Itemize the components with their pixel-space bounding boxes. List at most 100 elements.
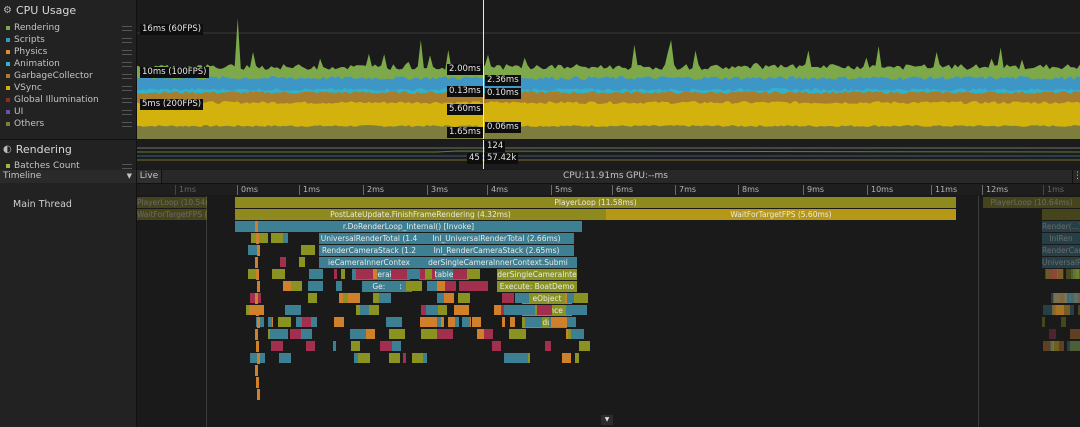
flame-sample[interactable] xyxy=(360,305,372,315)
flame-sample[interactable] xyxy=(1061,317,1066,327)
flame-sample[interactable] xyxy=(476,281,488,291)
flame-sample[interactable] xyxy=(428,317,444,327)
flame-sample[interactable] xyxy=(1070,329,1080,339)
flame-sample[interactable] xyxy=(1074,293,1080,303)
flame-sample[interactable] xyxy=(333,341,336,351)
flame-sample[interactable] xyxy=(1054,293,1067,303)
flame-sample[interactable] xyxy=(513,353,528,363)
flame-sample[interactable] xyxy=(255,293,258,304)
flame-sample[interactable] xyxy=(352,329,368,339)
flame-sample[interactable] xyxy=(1071,269,1079,279)
flame-sample[interactable] xyxy=(308,293,317,303)
flame-sample[interactable] xyxy=(421,329,437,339)
flame-sample[interactable] xyxy=(1064,293,1076,303)
flame-sample[interactable] xyxy=(1042,209,1080,220)
flame-sample[interactable] xyxy=(302,317,311,327)
scroll-down-icon[interactable]: ▼ xyxy=(601,415,613,425)
flame-sample[interactable] xyxy=(257,281,260,292)
flame-sample[interactable] xyxy=(403,353,406,363)
flame-sample[interactable] xyxy=(391,341,401,351)
flame-sample[interactable] xyxy=(576,329,584,339)
flame-sample[interactable] xyxy=(1048,269,1064,279)
flame-sample[interactable] xyxy=(422,305,426,315)
flame-sample[interactable] xyxy=(502,317,505,327)
frame-cursor-line[interactable] xyxy=(483,0,484,139)
flame-sample[interactable] xyxy=(257,389,260,400)
flame-sample[interactable] xyxy=(454,305,469,315)
flame-sample[interactable] xyxy=(567,293,574,303)
flame-sample[interactable]: PlayerLoop (10.54ms) xyxy=(137,197,207,208)
flame-sample[interactable] xyxy=(1067,341,1080,351)
flame-sample[interactable] xyxy=(1073,269,1080,279)
cpu-module-header[interactable]: ⚙ CPU Usage xyxy=(3,4,76,17)
flame-sample[interactable] xyxy=(444,293,454,303)
flame-sample[interactable] xyxy=(502,293,514,303)
flame-sample[interactable] xyxy=(455,317,459,327)
flame-sample[interactable] xyxy=(334,317,344,327)
flame-sample[interactable] xyxy=(425,269,432,279)
flame-sample[interactable] xyxy=(437,329,453,339)
drag-handle-icon[interactable] xyxy=(122,110,132,115)
flame-sample[interactable] xyxy=(1069,293,1080,303)
flame-sample[interactable] xyxy=(255,257,258,268)
flame-sample[interactable] xyxy=(358,353,370,363)
flame-sample[interactable] xyxy=(1052,269,1063,279)
flame-sample[interactable] xyxy=(462,317,470,327)
flame-sample[interactable] xyxy=(246,305,250,315)
flame-sample[interactable] xyxy=(438,305,444,315)
rendering-module-header[interactable]: ◐ Rendering xyxy=(3,143,72,156)
flame-sample[interactable] xyxy=(283,281,294,291)
drag-handle-icon[interactable] xyxy=(122,86,132,91)
flame-sample[interactable] xyxy=(389,353,400,363)
flame-sample[interactable] xyxy=(445,281,456,291)
flame-sample[interactable] xyxy=(256,305,259,316)
cpu-legend-item[interactable]: UI xyxy=(6,106,132,118)
flame-sample[interactable] xyxy=(510,317,515,327)
flame-sample[interactable] xyxy=(310,317,317,327)
flame-sample[interactable] xyxy=(1076,293,1080,303)
flame-sample[interactable]: UniversalR xyxy=(1042,257,1080,268)
flame-sample[interactable]: amerain xyxy=(352,269,410,280)
flame-sample[interactable] xyxy=(380,341,392,351)
main-thread-flame-chart[interactable]: PlayerLoop (10.54ms) WaitForTargetFPS (5.… xyxy=(137,196,1080,427)
cpu-legend-item[interactable]: Rendering xyxy=(6,22,132,34)
flame-sample[interactable] xyxy=(1053,293,1068,303)
drag-handle-icon[interactable] xyxy=(122,74,132,79)
flame-sample[interactable] xyxy=(270,329,285,339)
flame-sample[interactable] xyxy=(448,317,455,327)
flame-sample[interactable] xyxy=(525,317,542,327)
flame-sample[interactable] xyxy=(257,245,260,256)
flame-sample[interactable]: eObject xyxy=(522,293,572,304)
flame-sample[interactable]: PlayerLoop (10.64ms) xyxy=(983,197,1080,208)
flame-sample[interactable] xyxy=(278,317,291,327)
flame-sample[interactable]: InlRen xyxy=(1042,233,1080,244)
flame-sample[interactable] xyxy=(453,269,467,279)
flame-sample[interactable]: derSingleCameraInte xyxy=(497,269,577,280)
flame-sample[interactable] xyxy=(579,341,590,351)
flame-sample[interactable] xyxy=(492,341,501,351)
flame-sample[interactable] xyxy=(1051,341,1059,351)
flame-sample[interactable]: Inl_UniversalRenderTotal (2.66ms) xyxy=(419,233,574,244)
flame-sample[interactable] xyxy=(410,269,420,279)
flame-sample[interactable]: RenderCam xyxy=(1042,245,1080,256)
flame-sample[interactable] xyxy=(280,257,286,267)
flame-sample[interactable]: Ge: Box xyxy=(362,281,412,292)
flame-sample[interactable] xyxy=(271,233,283,243)
flame-sample[interactable] xyxy=(391,269,407,279)
flame-sample[interactable] xyxy=(366,329,375,339)
drag-handle-icon[interactable] xyxy=(122,38,132,43)
rendering-chart[interactable]: 124 45 57.42k xyxy=(137,140,1080,169)
flame-sample[interactable] xyxy=(1075,293,1080,303)
flame-sample[interactable] xyxy=(1046,269,1058,279)
flame-sample[interactable] xyxy=(257,317,260,328)
flame-sample[interactable] xyxy=(1078,305,1080,315)
drag-handle-icon[interactable] xyxy=(122,98,132,103)
flame-sample[interactable] xyxy=(334,269,337,279)
flame-sample[interactable] xyxy=(1077,293,1080,303)
flame-sample[interactable] xyxy=(1052,305,1064,315)
cpu-legend-item[interactable]: Others xyxy=(6,118,132,130)
flame-sample[interactable] xyxy=(472,317,481,327)
flame-sample[interactable]: WaitForTargetFPS (5.60ms) xyxy=(606,209,956,220)
flame-sample[interactable]: Inl_RenderCameraStack (2.65ms) xyxy=(419,245,574,256)
flame-sample[interactable] xyxy=(1076,269,1080,279)
